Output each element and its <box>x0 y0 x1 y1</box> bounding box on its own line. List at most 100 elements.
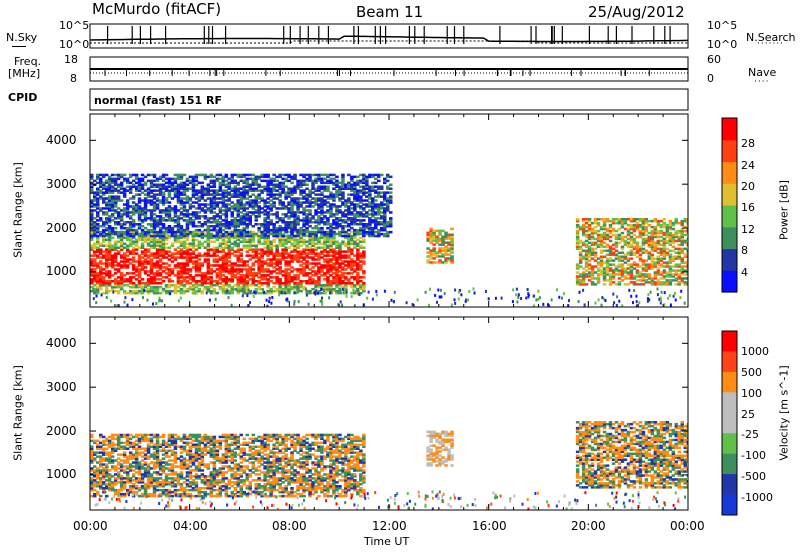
cell-r1 <box>233 217 237 220</box>
cell-r0 <box>119 238 124 242</box>
cell-r1 <box>113 230 118 234</box>
cell-r1 <box>281 181 285 185</box>
cell-r0 <box>200 291 205 295</box>
cell-r1 <box>341 213 345 216</box>
cell-r0 <box>260 250 264 253</box>
cell-r1 <box>317 211 321 214</box>
cell-r0 <box>194 289 199 293</box>
cell-r3 <box>638 259 643 262</box>
cell-r0 <box>206 244 211 247</box>
cell-r0 <box>203 278 208 281</box>
cell-r3 <box>587 263 592 266</box>
cell-r1 <box>245 203 249 206</box>
cell-r1 <box>137 199 142 202</box>
cell-r0 <box>215 274 220 277</box>
cell-r0 <box>236 260 240 263</box>
cell-r0 <box>266 254 270 257</box>
cell-r3 <box>596 218 601 221</box>
cell-r1 <box>143 201 148 204</box>
cell-r3 <box>683 253 687 256</box>
cell-r1 <box>353 209 357 212</box>
cell-r0 <box>185 276 190 279</box>
cell-r1 <box>305 230 309 234</box>
cell-r0 <box>158 274 163 277</box>
cell-r0 <box>338 289 342 293</box>
cell-r0 <box>230 276 234 279</box>
cell-r1 <box>380 185 384 188</box>
cell-r3 <box>674 229 678 233</box>
cell-r0 <box>96 264 100 267</box>
cell-r0 <box>251 232 255 236</box>
cell-r0 <box>317 289 321 293</box>
cell-r3 <box>638 275 643 278</box>
cell-r1 <box>239 223 243 226</box>
cell-r0 <box>308 276 312 279</box>
cell-r3 <box>638 245 643 249</box>
cell-r1 <box>107 232 112 236</box>
cell-r3 <box>647 241 652 245</box>
cell-r0 <box>212 264 217 267</box>
cell-r0 <box>344 242 348 245</box>
cell-r0 <box>209 236 214 240</box>
cell-r1 <box>374 173 378 177</box>
cell-r0 <box>236 276 240 279</box>
cell-r0 <box>131 256 136 259</box>
cell-r1 <box>182 173 187 177</box>
cell-r0 <box>149 289 154 293</box>
cell-r0 <box>335 244 339 247</box>
cell-r1 <box>365 215 369 218</box>
cell-r0 <box>350 264 354 267</box>
cell-r3 <box>575 243 580 247</box>
cell-r1 <box>257 197 261 200</box>
cell-r1 <box>173 185 178 188</box>
cell-r3 <box>575 277 580 280</box>
cell-r1 <box>386 207 390 210</box>
cell-r3 <box>647 223 652 227</box>
cell-r0 <box>203 274 208 277</box>
cell-r1 <box>185 226 190 230</box>
cell-r3 <box>674 277 678 280</box>
cell-r0 <box>105 248 109 251</box>
cell-r3 <box>611 277 616 280</box>
cell-r0 <box>176 256 181 259</box>
cell-r0 <box>347 256 351 259</box>
cell-r1 <box>230 205 234 208</box>
cell-r3 <box>668 279 673 282</box>
cell-r0 <box>281 242 285 245</box>
cell-r0 <box>155 285 160 289</box>
cell-r1 <box>242 193 246 196</box>
cell-r0 <box>149 282 154 285</box>
cell-r1 <box>107 189 112 192</box>
cell-r3 <box>590 277 595 280</box>
cell-r1 <box>326 179 330 183</box>
cell-r0 <box>245 240 249 243</box>
cell-r1 <box>125 215 130 218</box>
cell-r3 <box>617 218 622 221</box>
cell-r0 <box>191 280 196 283</box>
cell-r1 <box>350 203 354 206</box>
cell-r0 <box>296 254 300 257</box>
cell-r3 <box>629 281 634 284</box>
cell-r0 <box>102 268 106 271</box>
cell-r3 <box>674 247 678 251</box>
cell-r1 <box>215 173 220 177</box>
cell-r0 <box>188 268 193 271</box>
cell-r1 <box>302 175 306 179</box>
cell-r1 <box>191 181 196 185</box>
cell-r1 <box>119 213 124 216</box>
cell-r0 <box>105 234 109 238</box>
cell-r0 <box>194 238 199 242</box>
cell-r3 <box>674 221 678 225</box>
cell-r0 <box>209 285 214 289</box>
cell-r0 <box>149 270 154 273</box>
cell-r0 <box>146 244 151 247</box>
cell-r3 <box>626 241 631 245</box>
cell-r1 <box>290 209 294 212</box>
cell-r1 <box>377 232 381 236</box>
cell-r1 <box>293 219 297 222</box>
cell-r1 <box>215 230 220 234</box>
cell-r1 <box>311 173 315 177</box>
cell-r3 <box>575 233 580 237</box>
cell-r1 <box>278 226 282 230</box>
cell-r3 <box>674 273 678 276</box>
